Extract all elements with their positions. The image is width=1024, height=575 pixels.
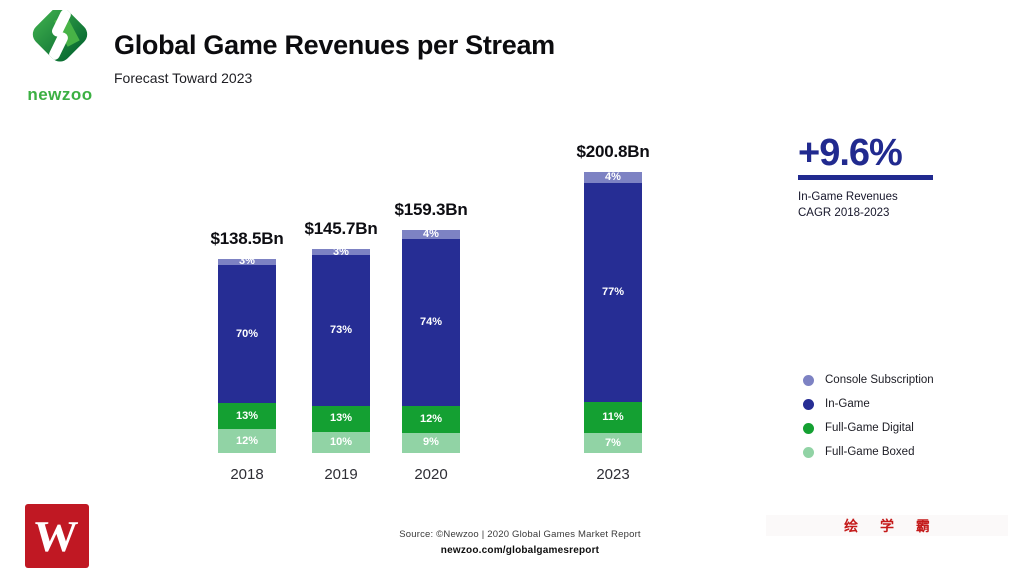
legend-item-console-subscription: Console Subscription [803, 368, 934, 392]
segment-value-label: 10% [329, 436, 353, 449]
bar-total-label: $159.3Bn [394, 200, 468, 219]
bar-segment-console-subscription: 3% [218, 255, 276, 268]
legend-label: In-Game [825, 398, 870, 410]
segment-value-label: 74% [419, 315, 443, 328]
legend-item-in-game: In-Game [803, 392, 934, 416]
bar-segment-console-subscription: 4% [402, 228, 460, 240]
newzoo-diamond-icon [32, 7, 88, 62]
segment-value-label: 70% [235, 327, 259, 340]
bar-year-label: 2023 [596, 466, 630, 483]
bar-year-label: 2018 [230, 466, 264, 483]
w-icon: W [25, 504, 89, 568]
legend-dot-icon [803, 374, 814, 386]
bar-segment-console-subscription: 4% [584, 171, 642, 184]
bar-segment-full-game-digital: 13% [312, 405, 370, 433]
segment-value-label: 7% [605, 436, 621, 449]
segment-value-label: 12% [235, 434, 259, 447]
bar-2020: 4% 74% 12% 9% [402, 228, 460, 453]
segment-value-label: 9% [423, 436, 439, 449]
footer: Source: ©Newzoo | 2020 Global Games Mark… [320, 529, 720, 556]
segment-value-label: 11% [602, 411, 624, 424]
watermark-band: 绘 学 霸 [766, 515, 1008, 536]
segment-value-label: 13% [235, 409, 259, 422]
bar-segment-full-game-digital: 13% [218, 403, 276, 430]
bar-segment-full-game-boxed: 9% [402, 432, 460, 453]
bar-2018: 3% 70% 13% 12% [218, 255, 276, 453]
bar-segment-in-game: 74% [402, 239, 460, 406]
bar-segment-full-game-boxed: 12% [218, 429, 276, 453]
legend-label: Full-Game Digital [825, 422, 914, 434]
cagr-caption-line1: In-Game Revenues [798, 191, 898, 203]
bar-total-label: $138.5Bn [210, 229, 284, 248]
legend-label: Full-Game Boxed [825, 446, 915, 458]
bar-segment-full-game-boxed: 7% [584, 433, 642, 454]
bar-year-label: 2020 [414, 466, 448, 483]
source-url: newzoo.com/globalgamesreport [440, 545, 600, 556]
bar-segment-full-game-digital: 11% [584, 401, 642, 434]
bar-segment-full-game-digital: 12% [402, 405, 460, 433]
segment-value-label: 12% [419, 412, 443, 425]
cagr-underline [798, 175, 933, 180]
newzoo-logo: newzoo [26, 7, 94, 105]
bar-year-label: 2019 [324, 466, 358, 483]
page-title: Global Game Revenues per Stream [114, 30, 555, 60]
segment-value-label: 73% [329, 323, 353, 336]
red-w-logo: W [25, 504, 89, 568]
bar-total-label: $145.7Bn [304, 219, 378, 238]
legend-label: Console Subscription [825, 374, 934, 386]
legend-item-full-game-digital: Full-Game Digital [803, 416, 934, 440]
page-subtitle: Forecast Toward 2023 [114, 70, 253, 86]
bar-segment-in-game: 70% [218, 264, 276, 404]
newzoo-wordmark: newzoo [27, 85, 93, 104]
chart-legend: Console Subscription In-Game Full-Game Dig… [803, 368, 934, 464]
segment-value-label: 3% [333, 245, 349, 258]
source-text: Source: ©Newzoo | 2020 Global Games Mark… [399, 529, 641, 540]
segment-value-label: 4% [605, 171, 621, 184]
bar-2023: 4% 77% 11% 7% [584, 171, 642, 454]
svg-text:W: W [32, 512, 79, 561]
bar-segment-in-game: 73% [312, 255, 370, 406]
watermark-text: 绘 学 霸 [844, 517, 939, 534]
bar-total-label: $200.8Bn [576, 142, 650, 161]
segment-value-label: 4% [423, 228, 439, 240]
legend-dot-icon [803, 446, 814, 458]
legend-dot-icon [803, 422, 814, 434]
legend-dot-icon [803, 398, 814, 410]
segment-value-label: 13% [329, 412, 353, 425]
cagr-callout: +9.6% In-Game Revenues CAGR 2018-2023 [798, 134, 933, 221]
bar-segment-console-subscription: 3% [312, 245, 370, 258]
bar-segment-in-game: 77% [584, 183, 642, 402]
segment-value-label: 3% [239, 255, 255, 268]
bar-2019: 3% 73% 13% 10% [312, 245, 370, 453]
cagr-caption-line2: CAGR 2018-2023 [798, 207, 890, 220]
segment-value-label: 77% [601, 286, 625, 299]
cagr-value: +9.6% [798, 132, 903, 174]
bar-segment-full-game-boxed: 10% [312, 432, 370, 453]
legend-item-full-game-boxed: Full-Game Boxed [803, 440, 934, 464]
